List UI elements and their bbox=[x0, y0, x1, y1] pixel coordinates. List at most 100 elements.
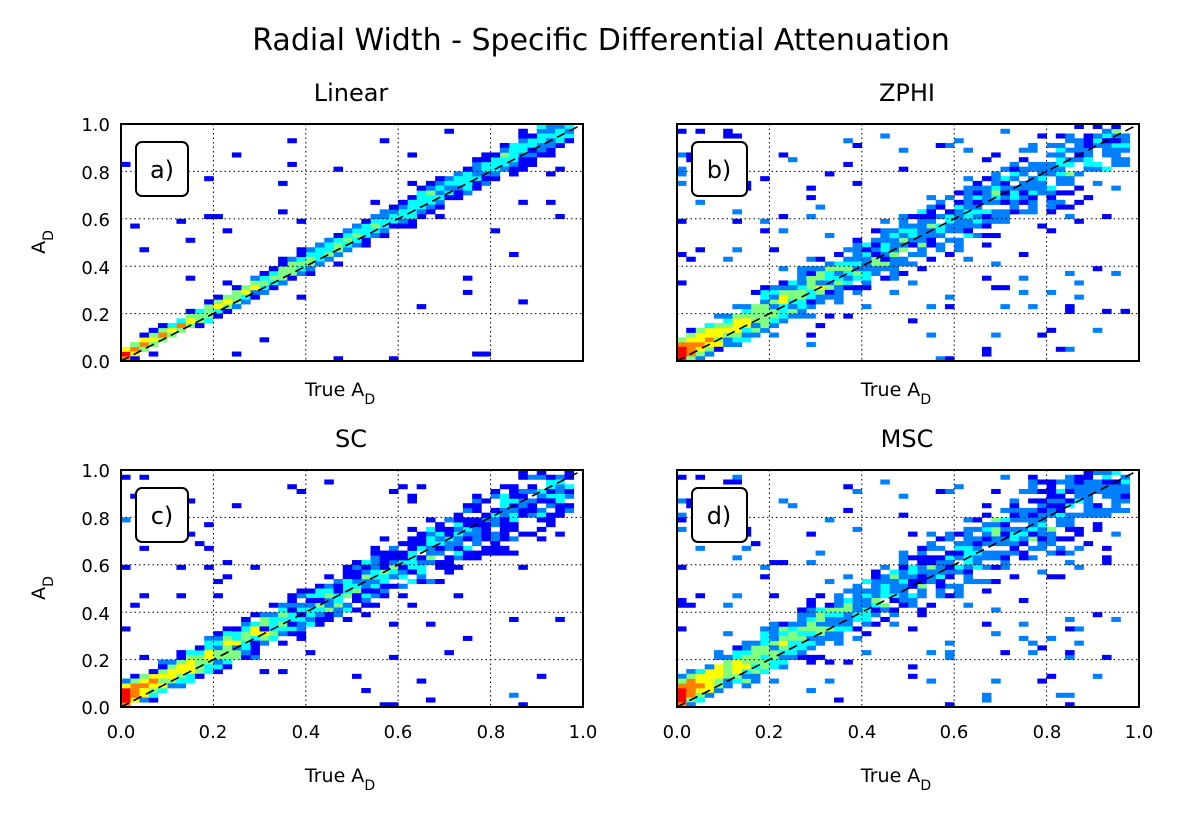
heatmap-cell bbox=[1102, 474, 1112, 480]
heatmap-cell bbox=[677, 351, 687, 357]
x-axis-label: True AD bbox=[304, 379, 375, 408]
heatmap-cell bbox=[704, 683, 715, 689]
heatmap-cell bbox=[194, 645, 205, 651]
heatmap-cell bbox=[834, 270, 844, 276]
heatmap-cell bbox=[379, 228, 390, 234]
heatmap-cell bbox=[1120, 498, 1131, 504]
heatmap-cell bbox=[213, 659, 223, 665]
heatmap-cell bbox=[898, 270, 909, 276]
heatmap-cell bbox=[1028, 185, 1038, 191]
heatmap-cell bbox=[536, 152, 547, 158]
heatmap-cell bbox=[991, 564, 1001, 570]
heatmap-cell bbox=[462, 536, 473, 542]
heatmap-cell bbox=[379, 579, 390, 585]
heatmap-cell bbox=[843, 612, 853, 618]
heatmap-cell bbox=[981, 503, 992, 509]
x-axis-label: True AD bbox=[860, 379, 931, 408]
heatmap-cell bbox=[379, 593, 390, 599]
heatmap-cell bbox=[250, 289, 260, 295]
heatmap-cell bbox=[278, 256, 288, 262]
heatmap-cell bbox=[741, 332, 752, 338]
heatmap-cell bbox=[481, 531, 491, 537]
heatmap-cell bbox=[815, 635, 826, 641]
heatmap-cell bbox=[778, 308, 789, 314]
heatmap-cell bbox=[287, 612, 297, 618]
heatmap-cell bbox=[750, 308, 761, 314]
heatmap-cell bbox=[834, 612, 844, 618]
heatmap-cell bbox=[1074, 142, 1084, 148]
heatmap-cell bbox=[972, 180, 983, 186]
heatmap-cell bbox=[852, 588, 863, 594]
heatmap-cell bbox=[954, 209, 964, 215]
heatmap-cell bbox=[407, 560, 417, 566]
heatmap-cell bbox=[1074, 147, 1084, 153]
heatmap-cell bbox=[750, 327, 761, 333]
heatmap-cell bbox=[435, 185, 445, 191]
heatmap-cell bbox=[425, 190, 436, 196]
heatmap-cell bbox=[815, 204, 826, 210]
heatmap-cell bbox=[176, 323, 186, 329]
heatmap-cell bbox=[686, 678, 696, 684]
heatmap-cell bbox=[546, 498, 556, 504]
heatmap-cell bbox=[723, 602, 733, 608]
heatmap-cell bbox=[148, 351, 159, 357]
heatmap-cell bbox=[1120, 488, 1131, 494]
heatmap-cell bbox=[564, 484, 575, 490]
heatmap-cell bbox=[509, 536, 519, 542]
heatmap-cell bbox=[871, 593, 881, 599]
heatmap-cell bbox=[880, 237, 890, 243]
heatmap-cell bbox=[241, 645, 251, 651]
heatmap-cell bbox=[1037, 526, 1047, 532]
heatmap-cell bbox=[204, 650, 214, 656]
heatmap-cell bbox=[324, 256, 334, 262]
heatmap-cell bbox=[121, 678, 131, 684]
heatmap-cell bbox=[1111, 488, 1121, 494]
heatmap-cell bbox=[871, 602, 881, 608]
heatmap-cell bbox=[490, 507, 501, 513]
heatmap-cell bbox=[416, 214, 427, 220]
heatmap-cell bbox=[824, 313, 835, 319]
heatmap-cell bbox=[695, 247, 706, 253]
heatmap-cell bbox=[425, 185, 436, 191]
heatmap-cell bbox=[889, 228, 900, 234]
heatmap-cell bbox=[787, 503, 798, 509]
heatmap-cell bbox=[388, 560, 399, 566]
heatmap-cell bbox=[509, 488, 519, 494]
heatmap-cell bbox=[704, 351, 715, 357]
heatmap-cell bbox=[1009, 190, 1020, 196]
heatmap-cell bbox=[926, 545, 937, 551]
heatmap-cell bbox=[194, 673, 205, 679]
heatmap-cell bbox=[278, 669, 288, 675]
heatmap-cell bbox=[250, 626, 260, 632]
heatmap-cell bbox=[546, 142, 556, 148]
heatmap-cell bbox=[1055, 498, 1066, 504]
heatmap-cell bbox=[1000, 214, 1010, 220]
panel-label: d) bbox=[707, 502, 732, 530]
panel-label-box: a) bbox=[135, 141, 189, 197]
heatmap-cell bbox=[287, 256, 297, 262]
heatmap-cell bbox=[861, 266, 872, 272]
heatmap-cell bbox=[741, 327, 752, 333]
heatmap-cell bbox=[555, 138, 565, 144]
heatmap-cell bbox=[1083, 512, 1094, 518]
heatmap-cell bbox=[1092, 673, 1103, 679]
heatmap-cell bbox=[213, 640, 223, 646]
heatmap-cell bbox=[852, 275, 863, 281]
heatmap-cell bbox=[352, 574, 362, 580]
heatmap-cell bbox=[686, 346, 696, 352]
heatmap-cell bbox=[222, 294, 233, 300]
heatmap-cell bbox=[259, 635, 270, 641]
heatmap-cell bbox=[333, 356, 344, 362]
heatmap-cell bbox=[1055, 180, 1066, 186]
heatmap-cell bbox=[741, 308, 752, 314]
heatmap-cell bbox=[889, 579, 900, 585]
heatmap-cell bbox=[472, 541, 482, 547]
heatmap-cell bbox=[361, 228, 371, 234]
heatmap-cell bbox=[204, 304, 214, 310]
heatmap-cell bbox=[760, 626, 770, 632]
heatmap-cell bbox=[1000, 541, 1010, 547]
heatmap-cell bbox=[723, 318, 733, 324]
heatmap-cell bbox=[361, 588, 371, 594]
heatmap-cell bbox=[1092, 479, 1103, 485]
heatmap-cell bbox=[769, 678, 779, 684]
